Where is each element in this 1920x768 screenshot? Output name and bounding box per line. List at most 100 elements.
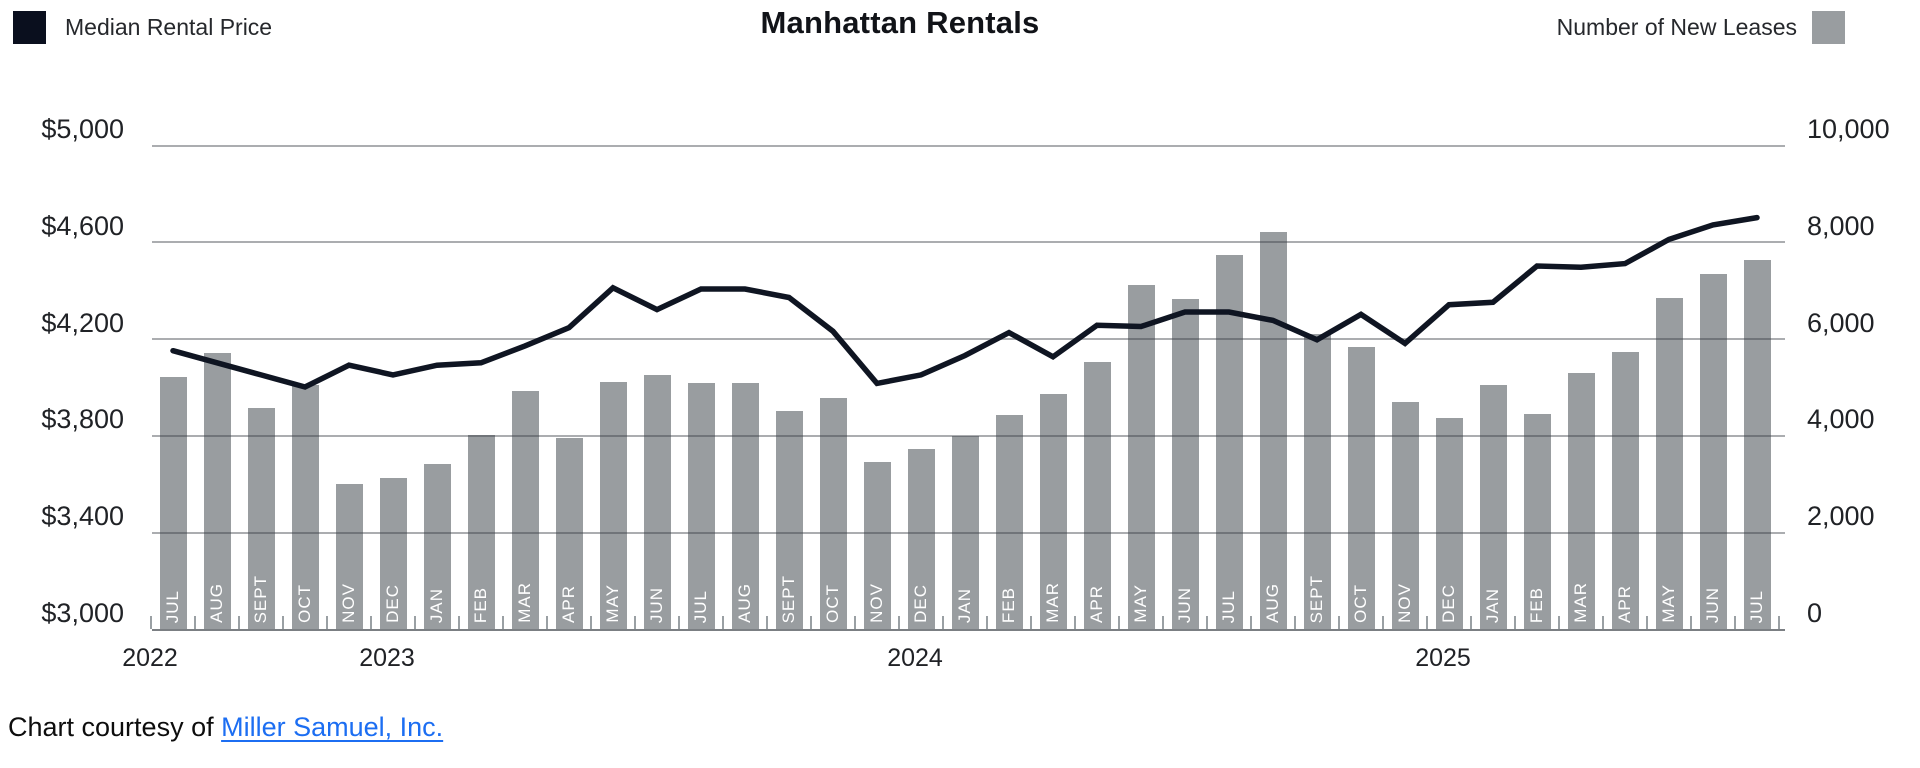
y-axis-left-tick-label: $3,000 (41, 598, 124, 628)
y-axis-left-tick-label: $3,400 (41, 501, 124, 532)
bar-jul-24: JUL (1215, 254, 1243, 629)
y-axis-left-tick-label: $4,200 (41, 307, 124, 338)
x-axis-tick (546, 616, 548, 629)
legend-leases-label: Number of New Leases (1556, 14, 1797, 40)
bar-jun-11: JUN (643, 374, 671, 629)
bar-sept-14: SEPT (775, 411, 803, 629)
x-axis-tick (414, 616, 416, 629)
x-axis-tick (194, 616, 196, 629)
median-price-swatch-icon (13, 11, 46, 44)
x-axis-tick (1118, 616, 1120, 629)
bar-jun-23: JUN (1171, 298, 1199, 629)
x-axis-tick (1250, 616, 1252, 629)
bar-apr-21: APR (1083, 361, 1111, 629)
x-axis-tick (942, 616, 944, 629)
x-axis-tick (898, 616, 900, 629)
x-axis-tick (1778, 616, 1780, 629)
x-axis-tick (1382, 616, 1384, 629)
gridline (152, 338, 1785, 341)
bar-sept-2: SEPT (247, 407, 275, 629)
bar-nov-4: NOV (335, 483, 363, 629)
bar-mar-32: MAR (1567, 372, 1595, 629)
bar-dec-17: DEC (907, 448, 935, 629)
x-axis-tick (810, 616, 812, 629)
x-axis-tick (1646, 616, 1648, 629)
bar-jul-0: JUL (159, 377, 187, 629)
x-axis-tick (150, 616, 152, 629)
x-axis-tick (1206, 616, 1208, 629)
bar-oct-3: OCT (291, 385, 319, 629)
x-axis-tick (1470, 616, 1472, 629)
x-axis-tick (590, 616, 592, 629)
y-axis-left-tick-label: $4,600 (41, 210, 124, 241)
x-axis-tick (1338, 616, 1340, 629)
median-price-line (170, 214, 1760, 390)
bar-jan-6: JAN (423, 464, 451, 629)
y-axis-right-tick-label: 10,000 (1807, 114, 1890, 144)
x-axis-tick (678, 616, 680, 629)
y-axis-right-tick-label: 8,000 (1807, 210, 1875, 241)
x-axis-tick (458, 616, 460, 629)
x-axis-tick (986, 616, 988, 629)
x-axis-tick (1734, 616, 1736, 629)
year-label-2025: 2025 (1415, 644, 1471, 672)
x-axis-tick (326, 616, 328, 629)
bar-feb-31: FEB (1523, 414, 1551, 629)
y-axis-right-tick-label: 6,000 (1807, 307, 1875, 338)
legend-number-of-new-leases: Number of New Leases (1557, 11, 1845, 44)
bar-apr-9: APR (555, 437, 583, 629)
bar-feb-7: FEB (467, 435, 495, 629)
y-axis-right-tick-label: 4,000 (1807, 404, 1875, 435)
x-axis-tick (1558, 616, 1560, 629)
bar-aug-13: AUG (731, 383, 759, 629)
bar-may-34: MAY (1655, 297, 1683, 629)
x-axis-tick (502, 616, 504, 629)
x-axis-tick (282, 616, 284, 629)
bar-nov-16: NOV (863, 462, 891, 629)
gridline (152, 241, 1785, 244)
y-axis-left-tick-label: $3,800 (41, 404, 124, 435)
x-axis-tick (1690, 616, 1692, 629)
x-axis-tick (1426, 616, 1428, 629)
bar-aug-1: AUG (203, 353, 231, 629)
bar-jan-30: JAN (1479, 384, 1507, 629)
y-axis-left-tick-label: $5,000 (41, 114, 124, 144)
bar-jan-18: JAN (951, 435, 979, 629)
plot-area: JUL AUG SEPT OCT NOV DEC JAN FEB MAR APR MAY JUN JUL… (150, 144, 1785, 631)
bar-dec-29: DEC (1435, 417, 1463, 629)
bar-apr-33: APR (1611, 352, 1639, 629)
y-axis-right-tick-label: 0 (1807, 598, 1823, 628)
bar-sept-26: SEPT (1303, 333, 1331, 629)
x-axis-tick (1602, 616, 1604, 629)
x-axis-tick (1030, 616, 1032, 629)
bar-jun-35: JUN (1699, 274, 1727, 629)
legend-median-rental-price: Median Rental Price (13, 11, 272, 44)
footer-link-miller-samuel[interactable]: Miller Samuel, Inc. (221, 712, 444, 742)
bar-feb-19: FEB (995, 415, 1023, 629)
x-axis-tick (238, 616, 240, 629)
bar-may-22: MAY (1127, 285, 1155, 629)
leases-swatch-icon (1812, 11, 1845, 44)
footer-credit: Chart courtesy of Miller Samuel, Inc. (8, 712, 443, 743)
bar-dec-5: DEC (379, 477, 407, 629)
x-axis-tick (370, 616, 372, 629)
x-axis-tick (1162, 616, 1164, 629)
bar-mar-20: MAR (1039, 393, 1067, 629)
gridline (152, 144, 1785, 147)
x-axis-tick (1294, 616, 1296, 629)
x-axis-tick (766, 616, 768, 629)
legend-median-label: Median Rental Price (65, 14, 273, 40)
bar-mar-8: MAR (511, 390, 539, 629)
x-axis-line (152, 629, 1785, 631)
bar-oct-15: OCT (819, 398, 847, 629)
gridline (152, 531, 1785, 534)
bar-oct-27: OCT (1347, 346, 1375, 629)
gridline (152, 434, 1785, 437)
x-axis-tick (1514, 616, 1516, 629)
x-axis-tick (854, 616, 856, 629)
chart-title: Manhattan Rentals (760, 5, 1040, 40)
year-label-2022: 2022 (122, 644, 178, 672)
bar-jul-36: JUL (1743, 260, 1771, 629)
year-label-2024: 2024 (887, 644, 943, 672)
